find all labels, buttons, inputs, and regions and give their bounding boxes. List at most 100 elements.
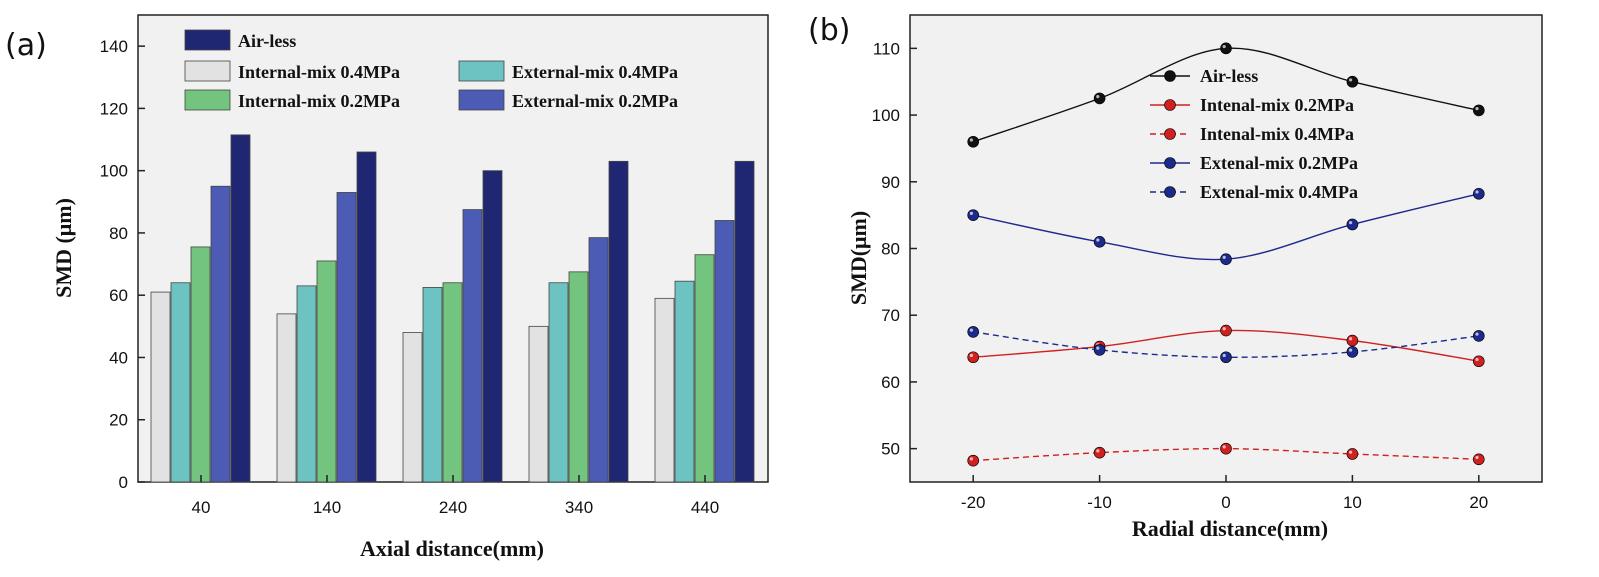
legend-label: Intenal-mix 0.4MPa <box>1200 124 1354 144</box>
data-point-highlight <box>1222 445 1226 449</box>
data-point-highlight <box>969 328 974 332</box>
bar <box>356 151 377 483</box>
data-point-highlight <box>969 211 974 215</box>
panel-label-b: (b) <box>808 13 850 48</box>
bar <box>150 291 171 483</box>
legend-label: Internal-mix 0.4MPa <box>238 62 400 82</box>
y-tick-label: 110 <box>873 39 900 58</box>
legend-marker <box>1164 128 1176 140</box>
legend-marker <box>1164 70 1176 82</box>
data-point <box>1346 448 1359 460</box>
legend-label: External-mix 0.4MPa <box>512 62 678 82</box>
bar <box>714 220 735 483</box>
x-tick-label: 340 <box>565 498 593 517</box>
data-point-highlight <box>1096 238 1100 242</box>
legend-marker <box>1164 99 1176 111</box>
legend-swatch <box>458 60 505 82</box>
bar <box>568 271 589 483</box>
data-point <box>967 209 980 221</box>
data-point-highlight <box>1096 449 1100 453</box>
data-point <box>1220 442 1232 455</box>
y-tick-label: 20 <box>109 411 128 430</box>
y-tick-label: 0 <box>119 473 128 492</box>
x-tick-label: 440 <box>691 498 719 517</box>
data-point <box>1220 253 1232 265</box>
legend-label: Extenal-mix 0.2MPa <box>1200 153 1358 173</box>
x-axis-title-a: Axial distance(mm) <box>360 536 544 561</box>
data-point-highlight <box>1349 78 1353 82</box>
bars-group <box>150 134 755 483</box>
bar <box>422 287 443 483</box>
legend-a: Air-less Internal-mix 0.4MPa External-mix … <box>184 29 678 111</box>
data-point-highlight <box>969 138 974 142</box>
legend-label: Extenal-mix 0.4MPa <box>1200 182 1358 202</box>
bar <box>336 192 357 483</box>
y-axis-title-a: SMD (μm) <box>51 198 76 298</box>
data-point-highlight <box>1222 327 1226 331</box>
bar <box>608 160 629 483</box>
y-tick-label: 60 <box>109 286 128 305</box>
data-point <box>967 135 980 148</box>
y-tick-label: 60 <box>881 373 900 392</box>
data-point-highlight <box>1349 348 1353 352</box>
data-point-highlight <box>1096 346 1100 350</box>
lines-group <box>967 42 1485 467</box>
x-tick-label: 140 <box>313 498 341 517</box>
x-tick-label: 10 <box>1343 493 1362 512</box>
y-tick-label: 70 <box>881 306 900 325</box>
data-point <box>1093 236 1106 248</box>
data-point-highlight <box>1349 221 1353 225</box>
x-axis-title-b: Radial distance(mm) <box>1132 516 1328 541</box>
data-point <box>1346 75 1359 88</box>
bar <box>588 237 609 483</box>
legend-label: Air-less <box>238 31 296 51</box>
y-axis-ticks-a: 0 20 40 60 80 100 120 140 <box>100 37 145 492</box>
legend-label: Intenal-mix 0.2MPa <box>1200 95 1354 115</box>
data-point <box>1220 324 1232 337</box>
legend-swatch <box>458 89 505 111</box>
y-tick-label: 80 <box>881 240 900 259</box>
data-point <box>1473 187 1485 200</box>
data-point <box>967 326 980 338</box>
legend-label: External-mix 0.2MPa <box>512 91 678 111</box>
panel-label-a: (a) <box>5 28 47 63</box>
data-point-highlight <box>1475 357 1479 362</box>
bar <box>734 160 755 483</box>
x-tick-label: 240 <box>439 498 467 517</box>
bar <box>528 325 549 483</box>
bar <box>230 134 251 483</box>
data-point-highlight <box>1222 255 1226 259</box>
data-point-highlight <box>1475 332 1479 336</box>
x-tick-label: -20 <box>961 493 986 512</box>
bar <box>316 260 337 483</box>
x-tick-label: -10 <box>1087 493 1112 512</box>
x-tick-label: 40 <box>192 498 211 517</box>
data-point-highlight <box>1096 94 1100 99</box>
data-point <box>1473 104 1485 117</box>
data-point-highlight <box>1475 107 1479 111</box>
data-point <box>967 351 980 364</box>
bar <box>674 280 695 483</box>
data-point <box>1093 446 1106 459</box>
data-point-highlight <box>1349 450 1353 454</box>
bar <box>482 170 503 483</box>
bar <box>442 282 463 483</box>
data-point <box>1473 453 1485 466</box>
x-axis-ticks-b: -20 -10 0 10 20 <box>961 475 1488 512</box>
y-tick-label: 120 <box>100 99 128 118</box>
bar <box>402 332 423 483</box>
legend-swatch <box>184 29 231 51</box>
bar <box>276 313 297 483</box>
data-point <box>1346 346 1359 358</box>
data-point <box>1346 218 1359 231</box>
data-point <box>1473 355 1485 368</box>
line-chart-panel: (b) 50 60 70 80 90 100 110 -20 -10 0 10 20 Radial … <box>808 13 1543 541</box>
bar-chart-panel: (a) 0 20 40 60 80 100 120 140 40 140 240 340 440 Ax… <box>5 14 769 561</box>
y-tick-label: 50 <box>881 440 900 459</box>
bar <box>654 297 675 483</box>
bar <box>462 209 483 483</box>
data-point <box>1093 92 1106 105</box>
y-tick-label: 100 <box>872 106 900 125</box>
bar <box>296 285 317 483</box>
